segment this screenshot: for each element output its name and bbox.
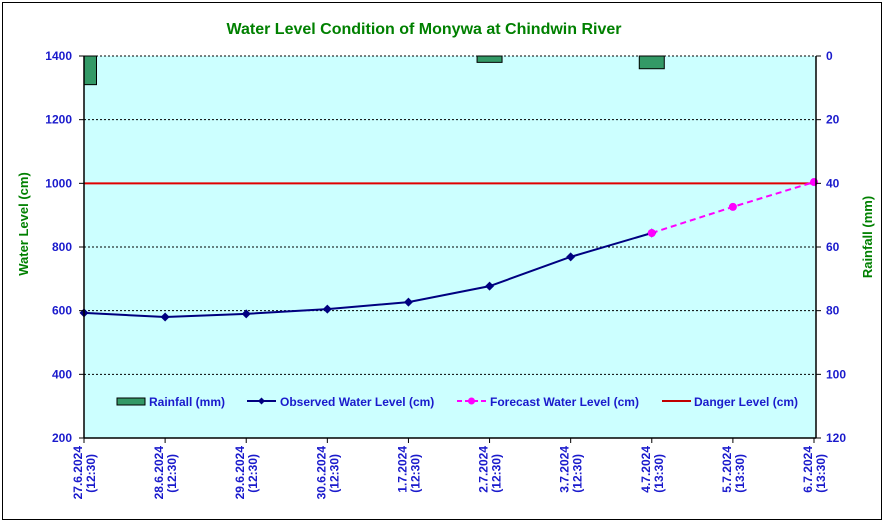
x-tick-label: 6.7.2024 (13:30)	[801, 446, 828, 493]
observed-point	[241, 309, 251, 319]
y2-axis-title: Rainfall (mm)	[860, 196, 875, 278]
legend-label-observed: Observed Water Level (cm)	[280, 395, 434, 409]
legend-item-observed: Observed Water Level (cm)	[247, 395, 434, 409]
y-tick-label: 1200	[45, 113, 72, 127]
x-tick-label: 30.6.2024 (12:30)	[314, 446, 341, 500]
observed-point	[160, 312, 170, 322]
y-tick-label: 200	[52, 431, 72, 445]
chart-title: Water Level Condition of Monywa at Chind…	[227, 21, 622, 38]
legend-item-forecast: Forecast Water Level (cm)	[457, 395, 639, 409]
y2-tick-label: 80	[826, 304, 840, 318]
x-tick-time: (12:30)	[408, 454, 422, 493]
x-tick-labels: 27.6.2024 (12:30) 28.6.2024 (12:30) 29.6.202…	[71, 446, 828, 500]
x-tick-date: 27.6.2024	[71, 446, 85, 500]
y-axis-title: Water Level (cm)	[16, 172, 31, 276]
x-tick-date: 1.7.2024	[395, 446, 409, 493]
x-tick-date: 29.6.2024	[233, 446, 247, 500]
x-tick-time: (12:30)	[165, 454, 179, 493]
y-tick-label: 800	[52, 240, 72, 254]
y2-tick-labels: 0 20 40 60 80 100 120	[826, 49, 846, 445]
y2-tick-label: 0	[826, 49, 833, 63]
x-tick-date: 4.7.2024	[639, 446, 653, 493]
y2-tick-label: 120	[826, 431, 846, 445]
legend-label-forecast: Forecast Water Level (cm)	[490, 395, 639, 409]
x-tick-label: 28.6.2024 (12:30)	[152, 446, 179, 500]
y2-tick-label: 60	[826, 240, 840, 254]
legend-label-rainfall: Rainfall (mm)	[149, 395, 225, 409]
y-tick-label: 1400	[45, 49, 72, 63]
x-tick-time: (12:30)	[246, 454, 260, 493]
x-tick-label: 4.7.2024 (13:30)	[639, 446, 666, 493]
y2-tick-label: 20	[826, 113, 840, 127]
rainfall-bars	[83, 55, 665, 86]
legend-swatch-rainfall	[116, 397, 146, 406]
x-tick-time: (12:30)	[490, 454, 504, 493]
x-tick-time: (12:30)	[84, 454, 98, 493]
legend: Rainfall (mm) Observed Water Level (cm) …	[116, 395, 798, 409]
rainfall-bar	[638, 55, 665, 70]
x-tick-label: 29.6.2024 (12:30)	[233, 446, 260, 500]
legend-marker-forecast	[468, 397, 475, 405]
x-tick-time: (13:30)	[652, 454, 666, 493]
y2-tick-label: 100	[826, 367, 846, 381]
x-tick-date: 30.6.2024	[314, 446, 328, 500]
x-tick-label: 1.7.2024 (12:30)	[395, 446, 422, 493]
x-tick-label: 2.7.2024 (12:30)	[477, 446, 504, 493]
x-tick-date: 3.7.2024	[558, 446, 572, 493]
x-tick-time: (12:30)	[571, 454, 585, 493]
x-tick-date: 28.6.2024	[152, 446, 166, 500]
observed-water-level-line	[83, 232, 653, 319]
y-tick-label: 1000	[45, 176, 72, 190]
x-tick-time: (13:30)	[733, 454, 747, 493]
x-tick-time: (13:30)	[814, 454, 828, 493]
observed-point	[322, 304, 332, 314]
y-tick-labels: 200 400 600 800 1000 1200 1400	[45, 49, 72, 445]
legend-item-danger: Danger Level (cm)	[662, 395, 798, 409]
observed-point	[403, 297, 413, 307]
rainfall-bar	[476, 55, 503, 63]
y-tick-label: 600	[52, 304, 72, 318]
x-tick-date: 6.7.2024	[801, 446, 815, 493]
x-tick-label: 27.6.2024 (12:30)	[71, 446, 98, 500]
forecast-point	[810, 178, 818, 187]
x-tick-label: 3.7.2024 (12:30)	[558, 446, 585, 493]
series-lines	[79, 178, 818, 322]
x-tick-date: 5.7.2024	[720, 446, 734, 493]
rainfall-bar	[83, 55, 97, 86]
forecast-point	[647, 228, 656, 237]
legend-item-rainfall: Rainfall (mm)	[116, 395, 225, 409]
y2-tick-label: 40	[826, 176, 840, 190]
legend-marker-observed	[258, 397, 265, 405]
x-tick-time: (12:30)	[327, 454, 341, 493]
y-tick-label: 400	[52, 367, 72, 381]
x-tick-label: 5.7.2024 (13:30)	[720, 446, 747, 493]
legend-label-danger: Danger Level (cm)	[694, 395, 798, 409]
forecast-point	[728, 202, 737, 211]
observed-point	[566, 252, 576, 262]
observed-point	[485, 281, 495, 291]
x-tick-date: 2.7.2024	[477, 446, 491, 493]
axes	[79, 55, 821, 443]
